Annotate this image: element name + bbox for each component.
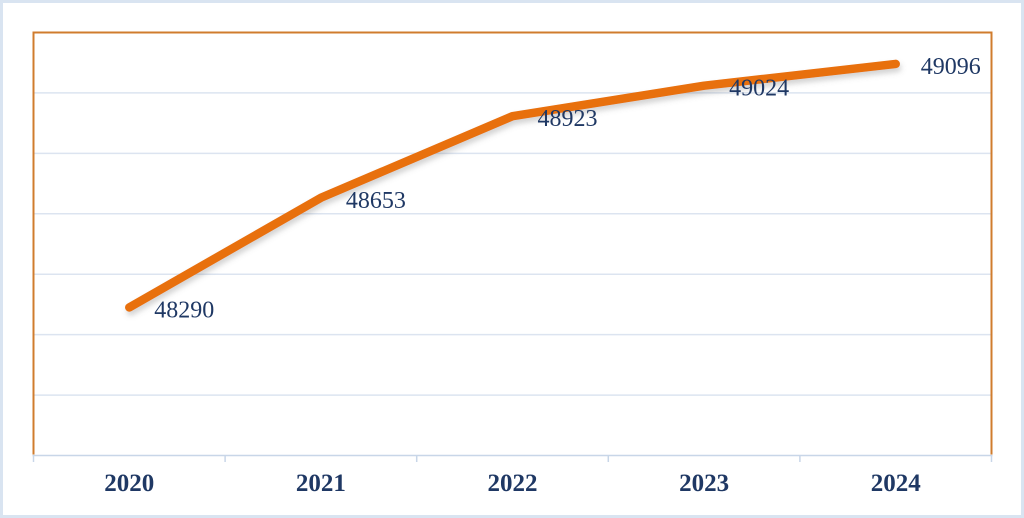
gridlines-layer	[33, 92, 992, 396]
x-axis-label: 2023	[679, 470, 729, 497]
series-layer	[125, 59, 900, 312]
data-label: 49024	[729, 76, 789, 102]
data-label: 48653	[346, 188, 406, 214]
data-label: 48923	[538, 106, 598, 132]
x-axis-layer	[32, 454, 993, 462]
plot-area-border	[32, 31, 993, 455]
x-axis-label: 2021	[296, 470, 346, 497]
data-label: 49096	[921, 54, 981, 80]
x-axis-label: 2024	[871, 470, 922, 497]
plot-border-layer	[32, 31, 993, 455]
x-axis-label: 2022	[488, 470, 538, 497]
data-label: 48290	[154, 297, 214, 323]
series-line	[125, 59, 900, 312]
x-axis-label: 2020	[104, 470, 154, 497]
labels-layer: 48290 48653 48923 49024 49096 2020 2021 2022 202…	[104, 54, 980, 497]
